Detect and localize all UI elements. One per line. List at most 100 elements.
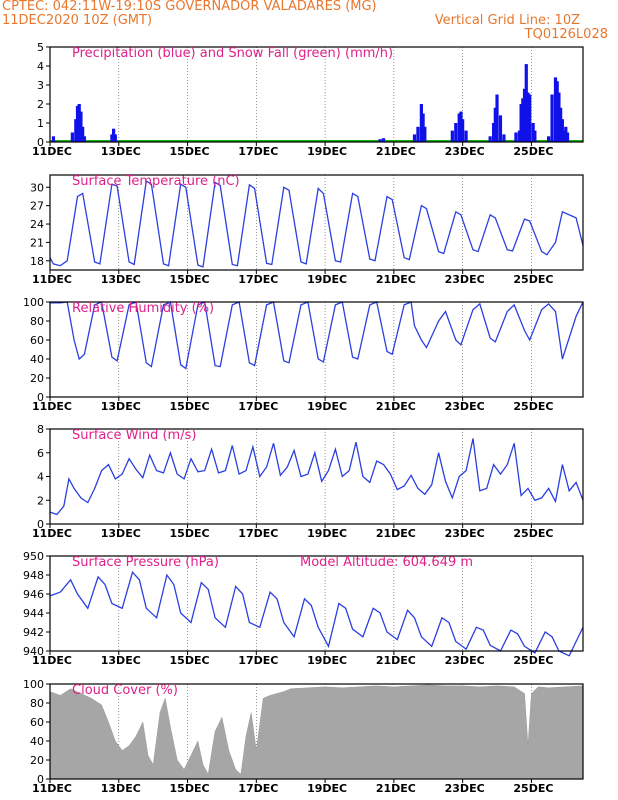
precip-bar [70, 132, 74, 142]
precip-bar [74, 119, 78, 142]
rh-xtick-label: 11DEC [32, 400, 72, 413]
pressure-xtick-label: 21DEC [376, 654, 416, 667]
wind-xtick-label: 23DEC [445, 527, 485, 540]
temp-xtick-label: 21DEC [376, 273, 416, 286]
precip-bar [488, 136, 492, 142]
header-line1-left: CPTEC: 042:11W-19:10S GOVERNADOR VALADAR… [2, 0, 377, 14]
precip-bar [77, 104, 81, 142]
precip-bar [112, 128, 116, 142]
cloud-ytick-label: 60 [30, 716, 44, 729]
cloud-area [49, 684, 584, 780]
rh-line [50, 301, 584, 370]
rh-ytick-label: 0 [37, 391, 44, 404]
precip-bar [522, 88, 527, 142]
precip-bar [514, 132, 518, 142]
precip-bar [51, 136, 56, 142]
pressure-subtitle: Model Altitude: 604.649 m [300, 555, 473, 570]
precip-ytick-label: 4 [37, 60, 44, 73]
temp-xtick-label: 15DEC [170, 273, 210, 286]
pressure-frame [49, 555, 584, 652]
wind-ytick-label: 2 [37, 494, 44, 507]
pressure-xtick-label: 13DEC [101, 654, 141, 667]
wind-title: Surface Wind (m/s) [72, 428, 196, 443]
precip-ytick-label: 3 [37, 79, 44, 92]
precip-bar [533, 130, 537, 142]
rh-xtick-label: 15DEC [170, 400, 210, 413]
precip-bar [517, 130, 521, 142]
rh-xtick-label: 13DEC [101, 400, 141, 413]
precip-bar [562, 130, 566, 142]
header-line2-right: Vertical Grid Line: 10Z [434, 13, 580, 28]
rh-xtick-label: 21DEC [376, 400, 416, 413]
pressure-ytick-label: 950 [23, 550, 44, 563]
precip-xtick-label: 21DEC [376, 145, 416, 158]
pressure-ytick-label: 944 [23, 607, 44, 620]
rh-frame [49, 301, 584, 398]
rh-ytick-label: 40 [30, 353, 44, 366]
pressure-ytick-label: 940 [23, 645, 44, 658]
wind-ytick-label: 0 [37, 518, 44, 531]
temp-ytick-label: 27 [30, 200, 44, 213]
precip-bar [81, 126, 85, 142]
precip-xtick-label: 19DEC [307, 145, 347, 158]
pressure-ytick-label: 946 [23, 588, 44, 601]
wind-xtick-label: 15DEC [170, 527, 210, 540]
precip-ytick-label: 2 [37, 98, 44, 111]
wind-xtick-label: 11DEC [32, 527, 72, 540]
rh-xtick-label: 19DEC [307, 400, 347, 413]
cloud-ytick-label: 20 [30, 754, 44, 767]
precip-bar [113, 134, 117, 142]
header-line2-left: 11DEC2020 10Z (GMT) [2, 13, 153, 28]
pressure-xtick-label: 23DEC [445, 654, 485, 667]
pressure-line [49, 570, 584, 657]
cloud-xtick-label: 11DEC [32, 782, 72, 795]
temp-xtick-label: 19DEC [307, 273, 347, 286]
precip-xtick-label: 23DEC [445, 145, 485, 158]
wind-xtick-label: 21DEC [376, 527, 416, 540]
pressure-ytick-label: 942 [23, 626, 44, 639]
precip-bar [464, 130, 468, 142]
pressure-xtick-label: 11DEC [32, 654, 72, 667]
rh-ytick-label: 20 [30, 372, 44, 385]
precip-xtick-label: 13DEC [101, 145, 141, 158]
precip-ytick-label: 5 [37, 41, 44, 54]
precip-bar [110, 134, 114, 142]
precip-title: Precipitation (blue) and Snow Fall (gree… [72, 46, 393, 61]
precip-bar [491, 123, 496, 142]
wind-line [49, 438, 584, 516]
precip-bar [559, 107, 563, 142]
precip-bar [550, 94, 554, 142]
temp-ytick-label: 21 [30, 236, 44, 249]
precip-bar [423, 126, 427, 142]
precip-bar [459, 111, 463, 142]
precip-bar [519, 104, 523, 142]
precip-bar [421, 113, 425, 142]
rh-title: Relative Humidity (%) [72, 301, 214, 316]
temp-xtick-label: 11DEC [32, 273, 72, 286]
cloud-xtick-label: 13DEC [101, 782, 141, 795]
precip-bar [454, 123, 458, 142]
precip-bar [526, 92, 530, 142]
precip-bar [557, 92, 561, 142]
rh-ytick-label: 80 [30, 315, 44, 328]
rh-xtick-label: 25DEC [513, 400, 553, 413]
cloud-xtick-label: 21DEC [376, 782, 416, 795]
rh-xtick-label: 23DEC [445, 400, 485, 413]
precip-bar [416, 126, 420, 142]
cloud-ytick-label: 40 [30, 735, 44, 748]
temp-line [49, 180, 584, 268]
precip-bar [528, 94, 532, 142]
cloud-xtick-label: 23DEC [445, 782, 485, 795]
wind-xtick-label: 13DEC [101, 527, 141, 540]
precip-xtick-label: 15DEC [170, 145, 210, 158]
rh-ytick-label: 100 [23, 296, 44, 309]
wind-xtick-label: 25DEC [513, 527, 553, 540]
precip-bar [412, 134, 417, 142]
precip-bar [531, 123, 535, 142]
precip-xtick-label: 17DEC [238, 145, 278, 158]
temp-xtick-label: 17DEC [238, 273, 278, 286]
wind-xtick-label: 17DEC [238, 527, 278, 540]
precip-bar [564, 126, 568, 142]
temp-xtick-label: 25DEC [513, 273, 553, 286]
